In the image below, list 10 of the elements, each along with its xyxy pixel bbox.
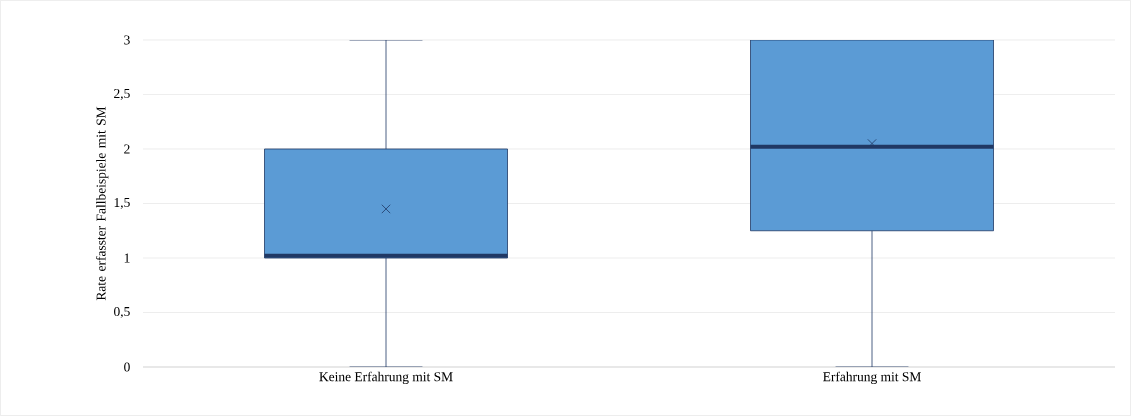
- y-tick-label: 0: [124, 362, 130, 372]
- y-tick-label: 2,5: [114, 89, 130, 100]
- x-tick-label: Erfahrung mit SM: [823, 371, 921, 385]
- y-tick-label: 0,5: [114, 306, 130, 318]
- y-tick-label: 2: [124, 144, 130, 154]
- y-tick-label: 1,5: [114, 198, 130, 209]
- y-axis-title: Rate erfasster Fallbeispiele mit SM: [96, 106, 109, 301]
- x-tick-label: Keine Erfahrung mit SM: [319, 371, 453, 385]
- y-tick-label: 1: [124, 253, 130, 263]
- y-tick-label: 3: [124, 35, 130, 45]
